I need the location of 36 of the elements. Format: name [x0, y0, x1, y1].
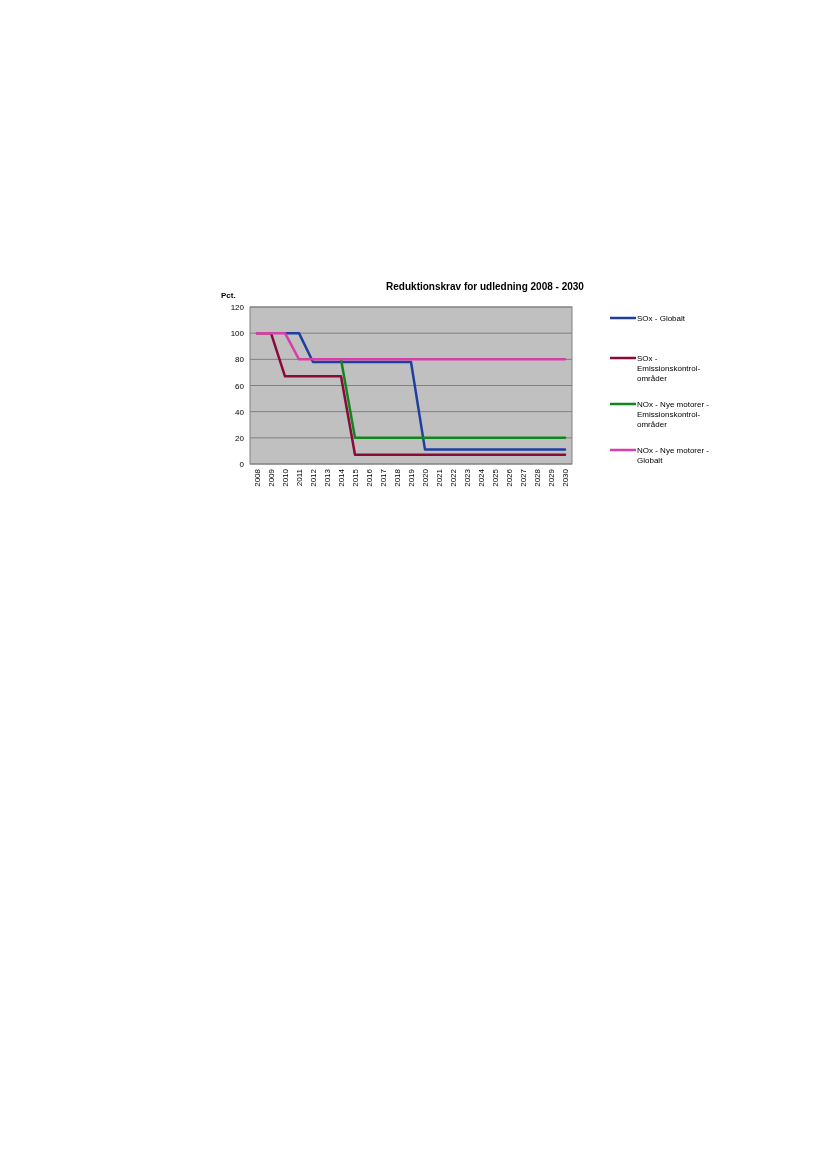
x-tick-label: 2023 [463, 468, 472, 487]
x-tick-label: 2012 [309, 468, 318, 487]
x-tick-label: 2008 [253, 468, 262, 487]
x-tick-label: 2019 [407, 468, 416, 487]
x-tick-label: 2010 [281, 468, 290, 487]
y-axis-title: Pct. [221, 291, 236, 300]
chart-title: Reduktionskrav for udledning 2008 - 2030 [386, 281, 585, 292]
x-tick-label: 2017 [379, 468, 388, 487]
x-tick-label: 2011 [295, 468, 304, 487]
legend-label: SOx - Globalt [637, 314, 686, 323]
y-tick-label: 100 [230, 329, 245, 339]
x-tick-label: 2016 [365, 468, 374, 487]
x-tick-label: 2014 [337, 468, 346, 487]
x-tick-label: 2024 [477, 468, 486, 487]
x-tick-label: 2015 [351, 468, 360, 487]
x-tick-label: 2028 [533, 468, 542, 487]
y-tick-label: 0 [239, 460, 245, 469]
x-tick-label: 2026 [505, 468, 514, 487]
legend-label: NOx - Nye motorer - Globalt [637, 446, 710, 465]
legend-label: SOx - Emissionskontrol-områder [637, 354, 701, 383]
x-tick-label: 2025 [491, 468, 500, 487]
x-tick-label: 2018 [393, 468, 402, 487]
y-tick-label: 80 [235, 355, 245, 365]
x-tick-label: 2029 [547, 468, 556, 487]
y-tick-label: 60 [235, 381, 245, 391]
x-tick-label: 2022 [449, 468, 458, 487]
y-tick-label: 40 [235, 407, 245, 417]
y-tick-label: 120 [230, 303, 245, 312]
x-tick-label: 2027 [519, 468, 528, 487]
x-tick-label: 2030 [561, 468, 570, 487]
x-tick-label: 2021 [435, 468, 444, 487]
x-tick-label: 2020 [421, 468, 430, 487]
legend-label: NOx - Nye motorer - Emissionskontrol-områder [637, 400, 710, 429]
x-tick-label: 2013 [323, 468, 332, 487]
y-tick-label: 20 [235, 433, 245, 443]
x-tick-label: 2009 [267, 468, 276, 487]
